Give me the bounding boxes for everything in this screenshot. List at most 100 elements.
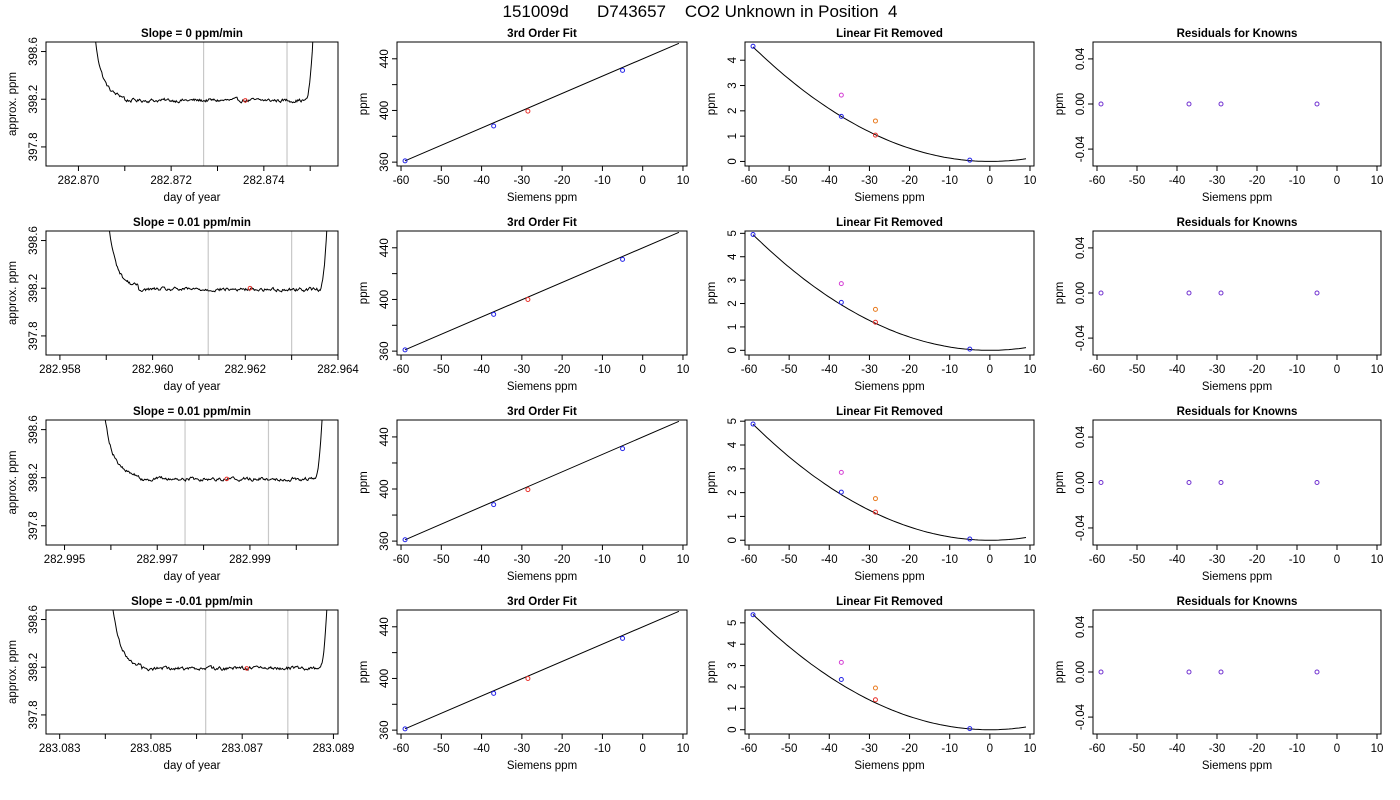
chart-r2c3-point — [838, 299, 844, 305]
chart-r3c3-ytick-label: 4 — [727, 441, 739, 448]
chart-r2c3-point — [967, 346, 973, 352]
chart-r4c3-point — [872, 685, 878, 691]
chart-r2c2-point — [491, 311, 497, 317]
chart-r2c2-fit-line — [404, 231, 680, 351]
chart-r1c4-point — [1218, 101, 1224, 107]
chart-r3c3-point — [838, 469, 844, 475]
chart-r2c3-xtick-label: -20 — [901, 364, 918, 376]
chart-r2c3-xtick-label: -30 — [861, 364, 878, 376]
chart-r4c1-xlabel: day of year — [164, 760, 221, 772]
chart-r3c1-frame — [45, 419, 339, 546]
chart-r2c3-ytick-label: 5 — [727, 230, 739, 236]
chart-r1c3-frame — [744, 41, 1035, 167]
chart-r2c3-xtick-label: -50 — [781, 364, 798, 376]
chart-r3c4-xtick-label: -30 — [1209, 554, 1226, 566]
chart-r3c2: 3rd Order Fit -60 -50 -40 -30 -20 -10 0 10 360 400… — [358, 406, 689, 583]
chart-r4c4-title: Residuals for Knowns — [1177, 596, 1298, 608]
chart-r3c4-xlabel: Siemens ppm — [1202, 571, 1272, 583]
chart-r2c3-ytick-label: 0 — [727, 347, 739, 353]
chart-r4c4-xtick-label: -50 — [1129, 743, 1146, 755]
chart-r1c3-title: Linear Fit Removed — [836, 28, 943, 40]
chart-r4c1-xtick-label: 283.089 — [313, 743, 355, 755]
chart-r4c1-title: Slope = -0.01 ppm/min — [131, 596, 253, 608]
chart-r2c3-title: Linear Fit Removed — [836, 217, 943, 229]
chart-r4c1: Slope = -0.01 ppm/min 283.083 283.085 283.0… — [7, 596, 355, 772]
chart-r1c4-xtick-label: 0 — [1334, 175, 1340, 187]
chart-r1c3-point — [872, 118, 878, 124]
chart-r4c4-ytick-label: -0.04 — [1075, 703, 1087, 730]
chart-r3c3-xtick-label: 0 — [987, 554, 993, 566]
chart-r1c4-xtick-label: -60 — [1089, 175, 1106, 187]
chart-r3c3-point — [872, 509, 878, 515]
chart-r4c3-xtick-label: -40 — [821, 743, 838, 755]
chart-r4c3-xtick-label: 10 — [1024, 743, 1037, 755]
chart-r2c2-ytick-label: 400 — [379, 290, 391, 309]
chart-r2c3-plot-area — [750, 232, 1027, 352]
chart-r1c3-point — [838, 92, 844, 98]
chart-r2c4-xlabel: Siemens ppm — [1202, 381, 1272, 393]
chart-r2c4-ytick-label: 0.00 — [1075, 282, 1087, 304]
chart-r1c2-point — [620, 67, 626, 73]
chart-r1c3-xtick-label: -50 — [781, 175, 798, 187]
chart-r2c2-ylabel: ppm — [358, 282, 370, 304]
chart-r1c3-xtick-label: -60 — [741, 175, 758, 187]
chart-r3c3-plot-area — [750, 421, 1027, 542]
chart-r4c2-xtick-label: -20 — [554, 743, 571, 755]
chart-r4c3-ytick-label: 1 — [727, 705, 739, 711]
chart-r2c2-plot-area — [402, 231, 680, 353]
chart-r1c2-frame — [396, 41, 688, 167]
chart-r3c3-point — [967, 536, 973, 542]
chart-r4c3-ytick-label: 2 — [727, 684, 739, 690]
chart-r3c3-fit-curve — [752, 423, 1027, 541]
chart-r3c4-xtick-label: -10 — [1289, 554, 1306, 566]
chart-r4c2-point — [491, 690, 497, 696]
chart-r1c4-ytick-label: 0.04 — [1075, 47, 1087, 70]
chart-r1c4-ytick-label: -0.04 — [1075, 135, 1087, 162]
chart-r3c2-xtick-label: -20 — [554, 554, 571, 566]
chart-r3c3-xlabel: Siemens ppm — [854, 571, 924, 583]
chart-r1c3-xlabel: Siemens ppm — [854, 192, 924, 204]
chart-r3c2-ytick-label: 400 — [379, 479, 391, 498]
chart-r1c2-point — [402, 158, 408, 164]
chart-r4c2-point — [402, 726, 408, 732]
chart-r3c2-xlabel: Siemens ppm — [507, 571, 577, 583]
chart-r1c3-xtick-label: -40 — [821, 175, 838, 187]
chart-r1c3-xtick-label: -30 — [861, 175, 878, 187]
chart-r4c4-xlabel: Siemens ppm — [1202, 760, 1272, 772]
chart-r4c1-trace-line — [112, 610, 328, 672]
chart-r2c1-title: Slope = 0.01 ppm/min — [133, 217, 251, 229]
chart-r1c2-xtick-label: -30 — [514, 175, 531, 187]
chart-r1c3-xtick-label: 10 — [1024, 175, 1037, 187]
chart-r3c4-xtick-label: -20 — [1249, 554, 1266, 566]
chart-r4c2-xtick-label: -60 — [393, 743, 410, 755]
chart-r2c2-frame — [396, 230, 688, 356]
chart-r1c3-point — [838, 113, 844, 119]
chart-r3c2-xtick-label: -30 — [514, 554, 531, 566]
chart-r3c4: Residuals for Knowns -60 -50 -40 -30 -20 -10 0 1… — [1054, 406, 1383, 583]
chart-r4c4-ytick-label: 0.04 — [1075, 615, 1087, 638]
chart-r4c4-plot-area — [1098, 669, 1320, 675]
chart-r2c4-ytick-label: -0.04 — [1075, 324, 1087, 351]
chart-r1c3-point — [967, 157, 973, 163]
chart-r1c3-xtick-label: 0 — [987, 175, 993, 187]
chart-r4c2-frame — [396, 609, 688, 735]
chart-r4c4-ylabel: ppm — [1054, 661, 1066, 683]
chart-r2c2-xlabel: Siemens ppm — [507, 381, 577, 393]
chart-r4c1-plot-area — [112, 610, 328, 734]
chart-r2c3-frame — [744, 230, 1035, 356]
chart-r2c2-xtick-label: -40 — [473, 364, 490, 376]
chart-r4c1-ytick-label: 397.8 — [28, 701, 40, 730]
chart-r1c3-ylabel: ppm — [706, 93, 718, 115]
chart-r3c3-xtick-label: -30 — [861, 554, 878, 566]
chart-r3c3-ylabel: ppm — [706, 471, 718, 493]
chart-r2c3-ytick-label: 4 — [727, 253, 739, 260]
chart-r4c2: 3rd Order Fit -60 -50 -40 -30 -20 -10 0 10 360 400… — [358, 596, 689, 772]
chart-r4c4-point — [1098, 669, 1104, 675]
chart-r3c4-xtick-label: -40 — [1169, 554, 1186, 566]
chart-r4c1-marker — [244, 666, 250, 671]
chart-r2c1-trace-line — [108, 231, 328, 293]
chart-r1c3-xtick-label: -10 — [941, 175, 958, 187]
chart-r2c2-point — [620, 256, 626, 262]
chart-r2c2-xtick-label: -10 — [594, 364, 611, 376]
chart-r1c2-xtick-label: 10 — [677, 175, 690, 187]
